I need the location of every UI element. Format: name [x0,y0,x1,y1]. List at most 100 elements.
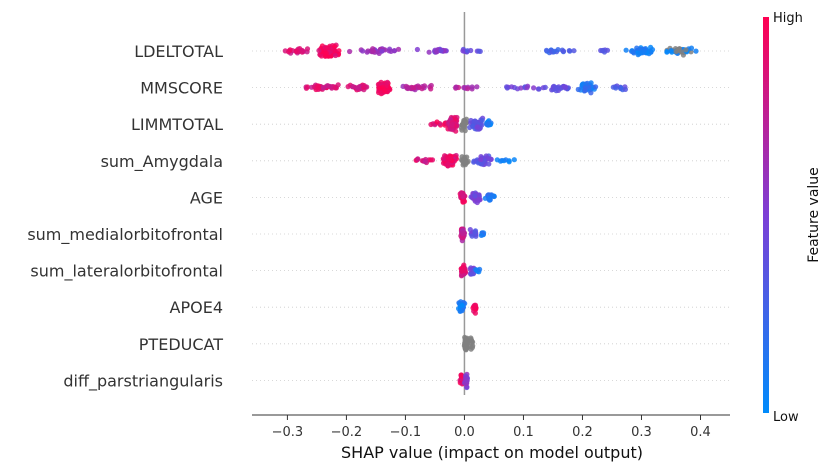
feature-label: sum_Amygdala [101,152,223,172]
data-point [421,83,428,89]
data-point [468,47,474,54]
data-point [542,84,548,90]
data-point [416,84,422,90]
feature-row-points [457,371,470,391]
feature-row-points [282,42,699,59]
data-point [506,159,512,165]
data-point [428,121,434,128]
data-point [405,85,411,92]
data-point [382,88,388,94]
data-point [623,47,629,53]
data-point [683,47,689,53]
data-point [449,122,455,128]
x-tick-label: 0.2 [572,425,593,440]
data-point [477,266,483,272]
data-point [468,335,474,341]
feature-row-points [457,190,497,206]
data-point [459,268,465,274]
data-point [553,88,559,94]
data-point [318,53,325,59]
data-point [536,86,542,92]
data-point [668,48,674,54]
x-tick-label: 0.0 [454,425,475,440]
data-point [470,305,476,311]
data-point [566,48,572,54]
data-point [630,49,636,55]
data-point [462,340,468,346]
data-point [335,82,341,88]
feature-label: LDELTOTAL [134,42,223,61]
data-point [560,48,567,54]
data-point [293,48,299,54]
data-point [588,80,594,86]
feature-row-points [413,152,517,169]
x-axis-title: SHAP value (impact on model output) [341,443,643,462]
colorbar: High Low Feature value [763,11,822,425]
data-point [470,123,476,129]
data-point [415,156,421,162]
x-tick-label: 0.1 [513,425,534,440]
feature-labels: LDELTOTAL MMSCORE LIMMTOTAL sum_Amygdala AGE… [27,42,223,391]
x-tick-label: −0.3 [272,425,304,440]
data-point [446,156,453,162]
data-point [370,48,376,54]
feature-row-points [456,299,479,316]
data-point [649,47,656,53]
data-point [458,373,464,379]
colorbar-low-label: Low [773,410,799,425]
data-point [287,47,293,53]
data-point [323,50,329,56]
data-point [604,47,611,53]
data-point [458,190,464,197]
feature-label: APOE4 [170,298,223,317]
colorbar-high-label: High [773,11,803,26]
data-point [332,52,339,59]
data-point [440,156,446,162]
data-point [635,52,641,58]
data-point [472,193,478,199]
data-point [486,155,492,162]
data-point [350,84,356,90]
feature-label: diff_parstriangularis [63,371,223,391]
x-tick-label: −0.1 [390,425,422,440]
data-point [599,48,606,54]
data-point [364,49,370,55]
x-tick-label: 0.3 [631,425,652,440]
data-point [472,310,478,316]
data-point [460,48,466,54]
data-point [472,229,478,235]
data-point [433,49,439,55]
data-point [438,48,444,54]
x-tick-label: −0.2 [331,425,363,440]
data-point [320,85,326,91]
data-point [475,197,482,203]
data-point [693,48,699,54]
data-point [664,49,670,55]
data-point [459,303,465,309]
data-point [494,157,500,163]
data-point [332,48,338,54]
data-point [422,159,428,165]
data-point [487,195,493,201]
data-point [478,156,484,163]
data-point [461,121,467,127]
data-point [511,157,517,163]
data-point [461,157,468,163]
data-point [377,85,383,91]
data-point [453,84,459,90]
data-point [426,49,432,55]
data-point [641,48,647,54]
data-point [475,124,481,130]
data-point [543,47,550,54]
feature-row-points [458,226,487,244]
feature-row-points [461,334,476,353]
feature-row-points [428,114,494,134]
data-point [386,48,392,54]
feature-label: MMSCORE [140,79,223,98]
data-point [575,86,581,93]
data-point [360,48,366,54]
feature-label: PTEDUCAT [139,335,223,354]
data-points [282,42,699,391]
feature-label: LIMMTOTAL [131,115,223,134]
